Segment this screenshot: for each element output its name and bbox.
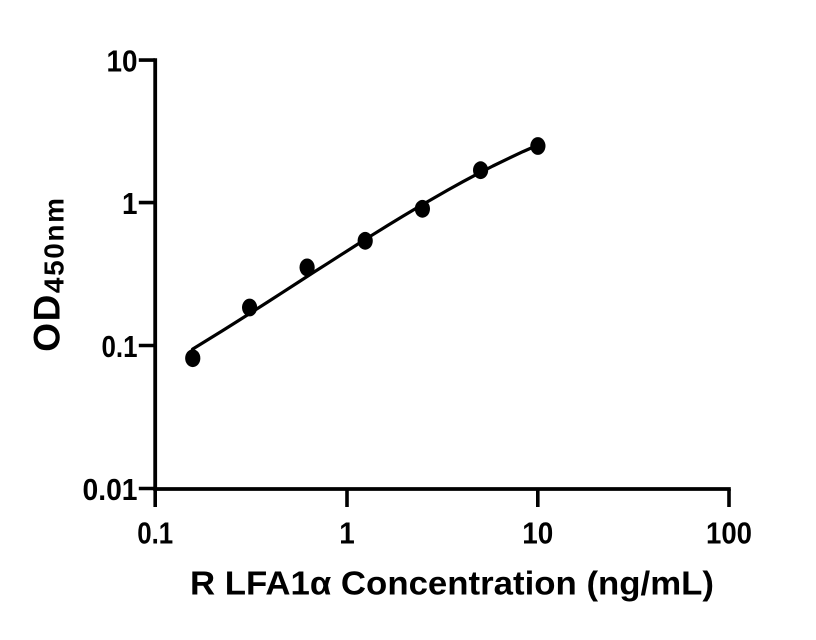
svg-text:0.1: 0.1 bbox=[137, 516, 173, 551]
svg-text:100: 100 bbox=[706, 516, 752, 551]
svg-text:1: 1 bbox=[339, 516, 355, 551]
svg-text:10: 10 bbox=[107, 43, 138, 78]
svg-text:10: 10 bbox=[522, 516, 553, 551]
svg-text:0.01: 0.01 bbox=[83, 472, 138, 507]
svg-text:0.1: 0.1 bbox=[102, 329, 138, 364]
svg-text:1: 1 bbox=[122, 186, 138, 221]
svg-text:R LFA1α Concentration (ng/mL): R LFA1α Concentration (ng/mL) bbox=[190, 565, 714, 602]
